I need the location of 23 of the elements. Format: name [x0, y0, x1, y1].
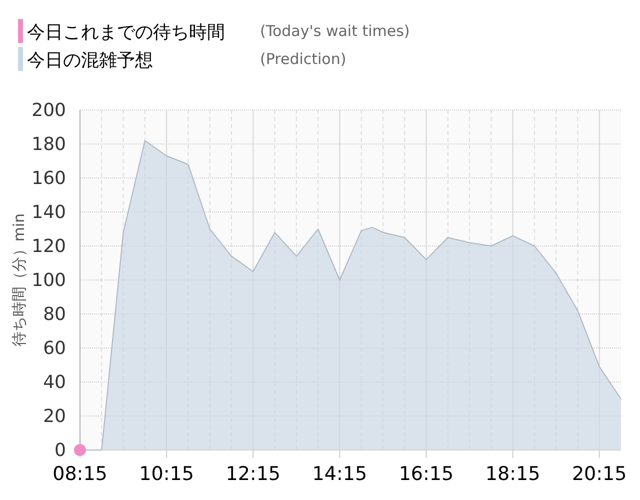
y-tick-label: 140 [32, 202, 66, 223]
x-tick-label: 18:15 [485, 463, 540, 485]
x-tick-label: 20:15 [572, 463, 627, 485]
y-tick-label: 160 [32, 168, 66, 189]
y-tick-label: 180 [32, 134, 66, 155]
y-tick-label: 80 [43, 304, 66, 325]
y-tick-label: 200 [32, 100, 66, 121]
x-tick-label: 14:15 [312, 463, 368, 485]
y-tick-label: 100 [32, 270, 66, 291]
y-tick-label: 20 [43, 406, 66, 427]
x-tick-label: 10:15 [139, 463, 194, 485]
y-tick-label: 120 [32, 236, 66, 257]
legend-label: 今日これまでの待ち時間 [27, 22, 225, 43]
x-tick-label: 08:15 [52, 463, 108, 485]
y-tick-label: 60 [43, 338, 66, 359]
legend-label: 今日の混雑予想 [27, 50, 153, 71]
text: (Today's wait times) [260, 22, 410, 40]
y-axis-title: 待ち時間（分）min [10, 213, 28, 347]
x-tick-label: 12:15 [226, 463, 281, 485]
y-tick-label: 40 [43, 372, 66, 393]
x-tick-label: 16:15 [398, 463, 454, 485]
y-tick-label: 0 [54, 440, 66, 461]
text: (Prediction) [260, 50, 346, 68]
